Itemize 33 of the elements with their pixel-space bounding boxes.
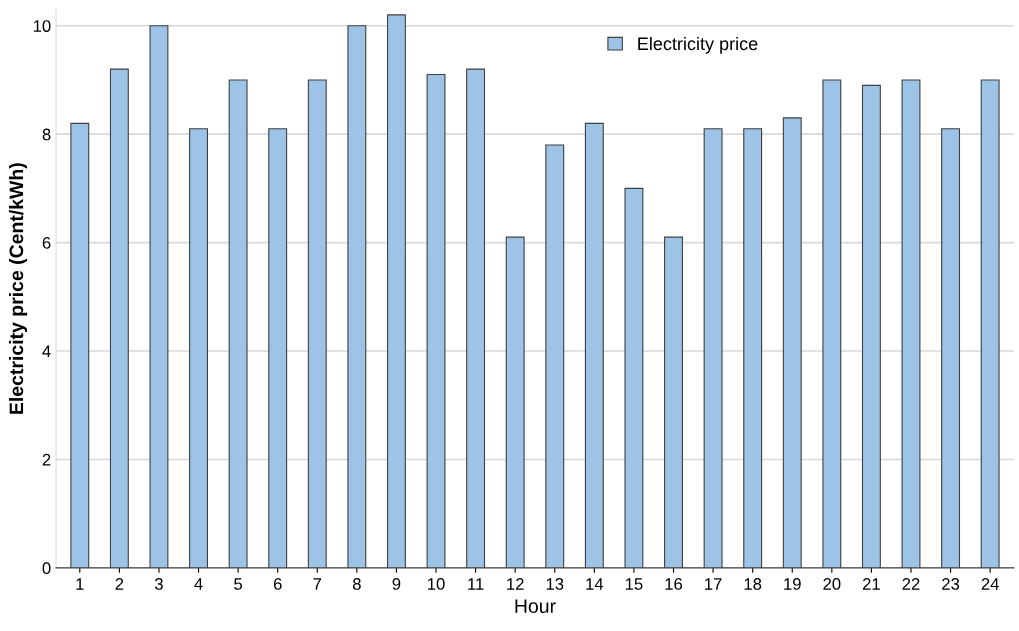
x-axis-title: Hour [515, 599, 556, 613]
x-tick-label: 14 [586, 578, 604, 590]
x-tick-label: 24 [981, 578, 999, 590]
x-tick-label: 12 [507, 578, 524, 590]
x-tick-label: 3 [154, 578, 163, 590]
x-tick-label: 9 [392, 578, 401, 590]
x-tick-label: 21 [862, 578, 880, 590]
x-tick-label: 5 [234, 578, 243, 590]
x-tick-label: 22 [902, 578, 920, 590]
y-tick-label: 0 [42, 562, 51, 575]
y-tick-label: 2 [42, 453, 51, 466]
x-tick-label: 18 [744, 578, 762, 590]
x-tick-label: 1 [76, 578, 84, 590]
y-tick-label: 6 [42, 237, 51, 249]
x-tick-label: 20 [823, 578, 841, 590]
y-tick-label: 10 [33, 20, 51, 32]
x-tick-label: 2 [115, 578, 124, 590]
x-tick-label: 6 [273, 578, 282, 590]
y-tick-label: 8 [42, 128, 51, 141]
x-tick-label: 19 [784, 578, 801, 590]
y-tick-label: 4 [42, 345, 51, 358]
x-tick-label: 4 [194, 578, 203, 590]
x-tick-label: 8 [352, 578, 361, 590]
legend-label: Electricity price [638, 36, 758, 54]
x-tick-label: 13 [546, 578, 564, 590]
x-tick-label: 15 [625, 578, 643, 590]
x-tick-label: 10 [428, 578, 445, 590]
x-tick-label: 16 [665, 578, 683, 590]
x-tick-label: 7 [313, 578, 322, 590]
x-tick-label: 11 [468, 578, 484, 590]
x-tick-label: 23 [942, 578, 960, 590]
y-axis-title: Electricity price (Cent/kWh) [8, 163, 28, 414]
x-tick-label: 17 [705, 578, 722, 590]
